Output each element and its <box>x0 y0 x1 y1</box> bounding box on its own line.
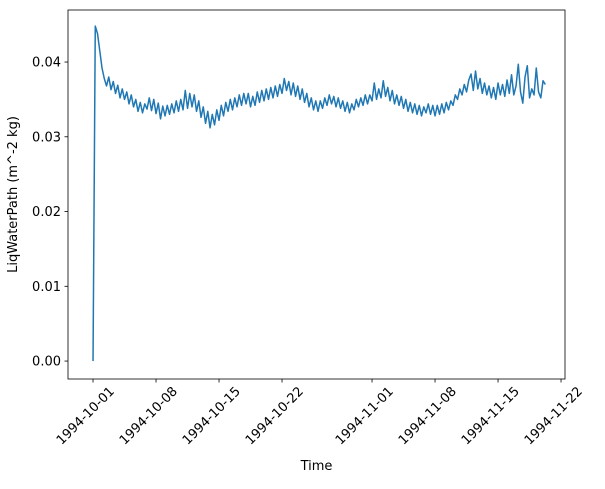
x-tick-label: 1994-11-08 <box>396 384 460 448</box>
plot-series <box>92 25 546 362</box>
plot-border <box>67 9 566 380</box>
x-axis-label: Time <box>300 459 333 474</box>
x-tick-label: 1994-10-01 <box>54 384 118 448</box>
y-tick-label: 0.04 <box>32 56 61 71</box>
x-tick-label: 1994-10-15 <box>180 384 244 448</box>
y-tick-label: 0.02 <box>32 205 61 220</box>
x-tick-label: 1994-11-01 <box>333 384 397 448</box>
x-tick-label: 1994-11-22 <box>522 384 586 448</box>
y-tick-label: 0.00 <box>32 355 61 370</box>
y-tick-label: 0.01 <box>32 280 61 295</box>
y-axis-label: LiqWaterPath (m^-2 kg) <box>6 116 21 273</box>
y-tick-label: 0.03 <box>32 130 61 145</box>
x-tick-label: 1994-10-22 <box>243 384 307 448</box>
y-axis-ticks: 0.00 0.01 0.02 0.03 0.04 <box>32 56 68 370</box>
data-line-liqwaterpath <box>92 25 546 362</box>
x-tick-label: 1994-11-15 <box>459 384 523 448</box>
x-tick-label: 1994-10-08 <box>117 384 181 448</box>
x-axis-ticks: 1994-10-011994-10-081994-10-151994-10-22… <box>54 379 586 448</box>
